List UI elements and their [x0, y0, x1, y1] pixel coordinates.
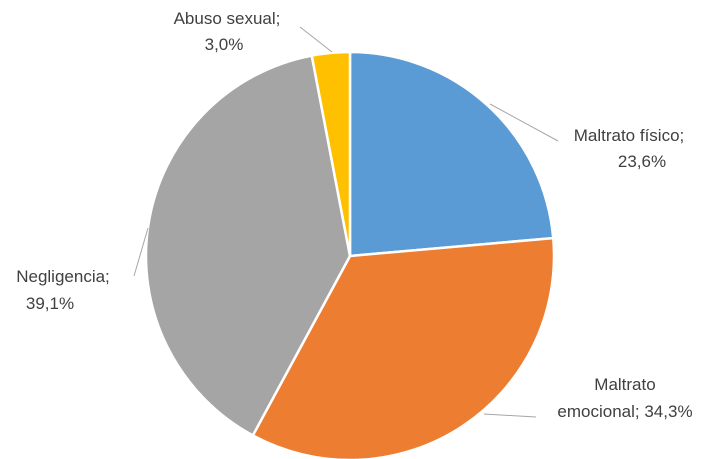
leader-line-3 — [299, 26, 333, 53]
data-label-3-line-1: 3,0% — [205, 35, 244, 54]
leader-lines-layer — [133, 26, 559, 418]
pie-slice-0 — [348, 50, 555, 258]
leader-line-1 — [483, 413, 537, 418]
data-label-2-line-0: Negligencia; — [16, 267, 110, 286]
leader-line-2 — [133, 227, 149, 277]
data-label-1-line-1: emocional; 34,3% — [557, 402, 692, 421]
data-labels-layer: Maltrato físico; 23,6% Maltrato emocional; … — [16, 9, 692, 421]
data-label-2-line-1: 39,1% — [26, 294, 74, 313]
data-label-3-line-0: Abuso sexual; — [174, 9, 281, 28]
pie-slice-2 — [144, 54, 352, 437]
data-label-0-line-1: 23,6% — [618, 152, 666, 171]
slices-layer — [144, 50, 556, 459]
data-label-0-line-0: Maltrato físico; — [574, 126, 685, 145]
data-label-1-line-0: Maltrato — [594, 375, 655, 394]
pie-slice-1 — [251, 236, 556, 459]
pie-slice-3 — [310, 50, 352, 258]
leader-line-0 — [489, 103, 559, 142]
